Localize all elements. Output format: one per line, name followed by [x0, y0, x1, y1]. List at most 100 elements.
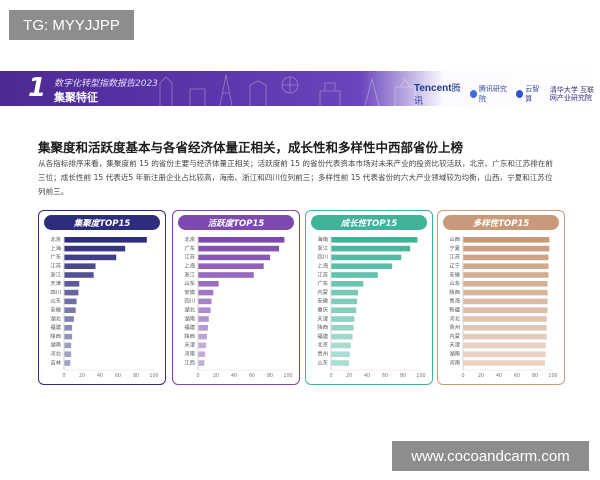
- chart-title: 集聚度TOP15: [44, 215, 160, 230]
- category-label: 辽宁: [449, 262, 460, 270]
- category-label: 湖南: [50, 341, 61, 349]
- x-tick-label: 40: [97, 373, 103, 379]
- x-tick-label: 80: [400, 373, 406, 379]
- category-label: 青海: [449, 297, 460, 305]
- x-tick-label: 40: [364, 373, 370, 379]
- watermark-bottom: www.cocoandcarm.com: [392, 441, 589, 471]
- bar: [64, 254, 117, 261]
- category-label: 北京: [317, 341, 328, 349]
- category-label: 河北: [449, 314, 460, 322]
- category-label: 广东: [184, 244, 195, 252]
- x-tick-label: 100: [149, 373, 158, 379]
- x-tick-label: 40: [231, 373, 237, 379]
- bar: [64, 289, 79, 296]
- bar: [64, 342, 72, 349]
- bar: [463, 351, 546, 357]
- bar: [463, 281, 548, 287]
- section-number: 1: [28, 73, 47, 103]
- x-tick-label: 0: [461, 373, 464, 379]
- category-label: 江苏: [50, 262, 61, 270]
- category-label: 天津: [449, 342, 460, 349]
- x-tick-label: 80: [267, 373, 273, 379]
- x-tick-label: 80: [133, 373, 139, 379]
- category-label: 北京: [184, 235, 195, 243]
- university-seal-logo: 清华大学 互联网产业研究院: [549, 86, 595, 102]
- bar: [331, 254, 402, 261]
- category-label: 吉林: [50, 358, 61, 366]
- bar: [331, 325, 354, 331]
- bar: [198, 316, 209, 322]
- logo-dot-icon: [469, 90, 477, 98]
- bar: [198, 272, 254, 278]
- partner-logo: 云智算: [516, 84, 544, 104]
- bar: [463, 237, 550, 243]
- bar: [198, 351, 206, 357]
- bar: [463, 272, 549, 278]
- category-label: 陕西: [184, 332, 195, 340]
- bar: [331, 360, 349, 366]
- bar: [64, 263, 96, 269]
- category-label: 广东: [50, 253, 61, 261]
- category-label: 江苏: [184, 253, 195, 261]
- x-tick-label: 20: [346, 373, 352, 379]
- section-banner: 1 数字化转型指数报告2023 集聚特征 Tencent腾讯 腾讯研究院 云智算…: [0, 71, 600, 106]
- category-label: 山东: [50, 297, 61, 305]
- bar: [198, 325, 208, 331]
- category-label: 山东: [317, 358, 328, 366]
- bar: [463, 325, 547, 331]
- page-description: 从各指标排序来看，集聚度前 15 的省份主要与经济体量正相关；活跃度前 15 的…: [38, 159, 553, 196]
- x-tick-label: 100: [283, 373, 292, 379]
- category-label: 陕西: [50, 332, 61, 340]
- watermark-top: TG: MYYJJPP: [9, 10, 134, 40]
- bar: [331, 342, 351, 349]
- category-label: 福建: [184, 323, 195, 331]
- bar: [463, 360, 545, 366]
- category-label: 上海: [50, 244, 61, 252]
- bar: [198, 307, 211, 313]
- x-tick-label: 80: [532, 373, 538, 379]
- x-tick-label: 0: [196, 373, 199, 379]
- partner-logos: Tencent腾讯 腾讯研究院 云智算 清华大学 互联网产业研究院: [414, 81, 600, 106]
- category-label: 内蒙: [449, 332, 460, 340]
- x-tick-label: 0: [329, 373, 332, 379]
- x-tick-label: 60: [115, 373, 121, 379]
- section-title: 集聚特征: [54, 91, 98, 104]
- category-label: 广东: [317, 279, 328, 287]
- bar: [463, 307, 548, 313]
- x-tick-label: 0: [62, 373, 65, 379]
- bar: [198, 254, 270, 261]
- logo-dot-icon: [516, 90, 524, 98]
- bar: [198, 281, 219, 287]
- bar: [198, 263, 264, 269]
- bar: [463, 245, 550, 252]
- category-label: 天津: [184, 342, 195, 349]
- bar: [198, 360, 205, 366]
- category-label: 湖北: [50, 314, 61, 322]
- chart-panel-diversity: 多样性TOP15 山西 宁夏 江苏 辽宁 安徽 山东 陕西 青海 新疆 河北 贵州 内蒙 天津 湖南 河南 0…: [437, 210, 565, 385]
- category-label: 山东: [184, 279, 195, 287]
- bar: [463, 316, 547, 322]
- bar: [64, 281, 80, 287]
- bar: [463, 289, 548, 296]
- x-tick-label: 60: [382, 373, 388, 379]
- bar: [331, 316, 355, 322]
- category-label: 浙江: [184, 270, 195, 278]
- bar: [463, 263, 549, 269]
- chart-panel-growth: 成长性TOP15 海南 浙江 四川 上海 江苏 广东 内蒙 安徽 重庆 天津 陕西 福建 北京 贵州 山东 0…: [305, 210, 433, 385]
- x-tick-label: 60: [249, 373, 255, 379]
- bar: [64, 316, 74, 322]
- category-label: 四川: [184, 298, 195, 305]
- bar: [331, 298, 358, 305]
- category-label: 河南: [449, 358, 460, 366]
- bar: [198, 289, 214, 296]
- report-subtitle: 数字化转型指数报告2023: [54, 79, 158, 89]
- category-label: 浙江: [50, 270, 61, 278]
- category-label: 四川: [50, 289, 61, 296]
- category-label: 北京: [50, 235, 61, 243]
- bar: [331, 281, 364, 287]
- bar: [331, 272, 378, 278]
- category-label: 贵州: [317, 350, 328, 358]
- category-label: 安徽: [50, 306, 61, 314]
- chart-title: 成长性TOP15: [311, 215, 427, 230]
